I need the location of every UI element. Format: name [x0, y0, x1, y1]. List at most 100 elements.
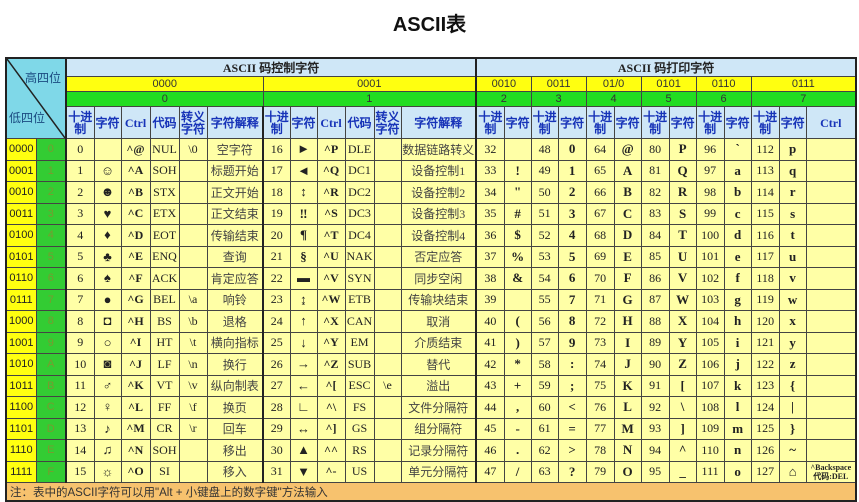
cell-char: 9	[557, 331, 587, 354]
cell-esc	[373, 353, 402, 376]
cell-char: ¶	[289, 224, 318, 247]
cell-char: 7	[557, 288, 587, 311]
low-bits: 1011	[5, 374, 37, 397]
cell-char: "	[503, 181, 532, 204]
cell-char: r	[778, 181, 807, 204]
cell-code: HT	[149, 331, 180, 354]
high-bits-5: 0101	[640, 76, 697, 92]
cell-char: U	[668, 245, 697, 268]
cell-ctrl: ^C	[120, 202, 151, 225]
cell-char: l	[723, 396, 752, 419]
cell-dec: 14	[65, 439, 95, 462]
cell-code: FS	[344, 396, 375, 419]
cell-char: /	[503, 460, 532, 483]
high-hex-6: 6	[695, 91, 752, 107]
col-label-ctrl: Ctrl	[120, 106, 151, 139]
table-row: 0000 0 0 ^@ NUL \0 空字符 16 ► ^P DLE 数据链路转义 32 48 0 64 @80…	[5, 138, 857, 161]
cell-desc: 介质结束	[400, 331, 477, 354]
cell-char: e	[723, 245, 752, 268]
cell-dec: 1	[65, 159, 95, 182]
cell-dec: 121	[750, 331, 780, 354]
cell-dec: 96	[695, 138, 725, 161]
cell-dec: 108	[695, 396, 725, 419]
cell-char: n	[723, 439, 752, 462]
cell-desc: 移入	[206, 460, 264, 483]
cell-dec: 39	[475, 288, 505, 311]
cell-char: Q	[668, 159, 697, 182]
cell-ctrl: ^Y	[316, 331, 346, 354]
cell-ctrl	[805, 353, 857, 376]
cell-char: F	[613, 267, 642, 290]
cell-dec: 13	[65, 417, 95, 440]
cell-ctrl	[805, 288, 857, 311]
cell-ctrl: ^X	[316, 310, 346, 333]
cell-dec: 37	[475, 245, 505, 268]
cell-dec: 106	[695, 353, 725, 376]
cell-esc	[373, 460, 402, 483]
cell-desc: 文件分隔符	[400, 396, 477, 419]
cell-char: ♦	[93, 224, 122, 247]
low-hex: D	[35, 417, 67, 440]
cell-dec: 51	[530, 202, 559, 225]
cell-ctrl	[805, 181, 857, 204]
cell-char: ↔	[289, 417, 318, 440]
cell-char: +	[503, 374, 532, 397]
cell-char: )	[503, 331, 532, 354]
cell-char: ♠	[93, 267, 122, 290]
cell-dec: 119	[750, 288, 780, 311]
cell-desc: 换页	[206, 396, 264, 419]
cell-esc	[178, 181, 208, 204]
cell-esc	[178, 224, 208, 247]
cell-char: G	[613, 288, 642, 311]
cell-char: >	[557, 439, 587, 462]
cell-ctrl: ^O	[120, 460, 151, 483]
cell-char: 5	[557, 245, 587, 268]
high-bits-4: 01/0	[585, 76, 642, 92]
cell-code: CAN	[344, 310, 375, 333]
cell-dec: 34	[475, 181, 505, 204]
col-label-esc: 转义字符	[373, 106, 402, 139]
cell-ctrl: ^R	[316, 181, 346, 204]
cell-dec: 20	[262, 224, 291, 247]
cell-dec: 30	[262, 439, 291, 462]
cell-dec: 110	[695, 439, 725, 462]
cell-ctrl: ^V	[316, 267, 346, 290]
cell-char: $	[503, 224, 532, 247]
cell-ctrl	[805, 417, 857, 440]
cell-ctrl: ^A	[120, 159, 151, 182]
cell-char: ☻	[93, 181, 122, 204]
cell-esc: \r	[178, 417, 208, 440]
cell-code: STX	[149, 181, 180, 204]
cell-dec: 81	[640, 159, 670, 182]
table-row: 1010 A 10 ◙ ^J LF \n 换行 26 → ^Z SUB 替代 42 * 58:74 J 90 Z 10…	[5, 353, 857, 376]
cell-dec: 122	[750, 353, 780, 376]
cell-dec: 4	[65, 224, 95, 247]
cell-dec: 28	[262, 396, 291, 419]
cell-desc: 组分隔符	[400, 417, 477, 440]
cell-ctrl: ^H	[120, 310, 151, 333]
cell-code: NAK	[344, 245, 375, 268]
cell-ctrl: ^D	[120, 224, 151, 247]
cell-char	[503, 288, 532, 311]
cell-esc: \b	[178, 310, 208, 333]
low-hex: 2	[35, 181, 67, 204]
col-label-ctrl: Ctrl	[805, 106, 857, 139]
cell-dec: 88	[640, 310, 670, 333]
cell-char: O	[613, 460, 642, 483]
high-bits-label: 高四位	[24, 71, 61, 85]
cell-ctrl: ^Backspace 代码:DEL	[805, 460, 857, 483]
col-label-desc: 字符解释	[400, 106, 477, 139]
col-label-char: 字符	[503, 106, 532, 139]
cell-code: FF	[149, 396, 180, 419]
cell-dec: 58	[530, 353, 559, 376]
cell-dec: 6	[65, 267, 95, 290]
cell-ctrl: ^N	[120, 439, 151, 462]
cell-dec: 10	[65, 353, 95, 376]
cell-ctrl	[805, 245, 857, 268]
cell-code: GS	[344, 417, 375, 440]
cell-char: =	[557, 417, 587, 440]
cell-dec: 91	[640, 374, 670, 397]
cell-char: S	[668, 202, 697, 225]
low-bits-label: 低四位	[9, 111, 46, 125]
cell-dec: 27	[262, 374, 291, 397]
